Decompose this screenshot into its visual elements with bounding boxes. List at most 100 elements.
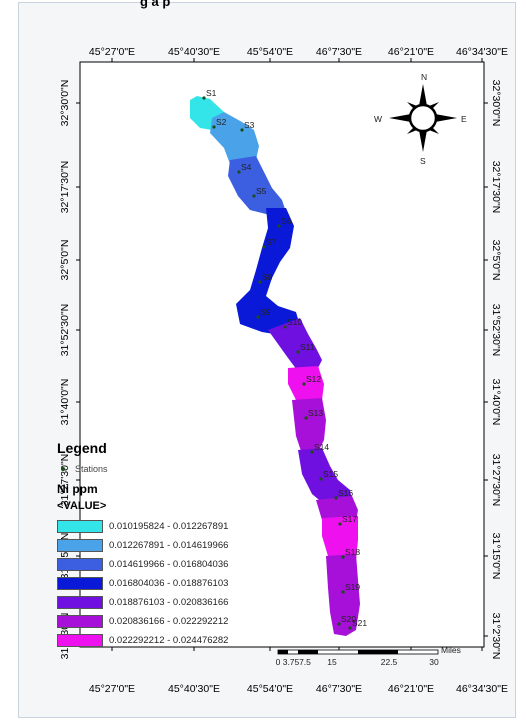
legend-class-label: 0.018876103 - 0.020836166 xyxy=(109,597,229,608)
compass-north-pointer-icon xyxy=(419,84,427,106)
river-class-5 xyxy=(268,318,322,374)
station-label: S21 xyxy=(352,618,367,628)
station-marker xyxy=(310,450,314,454)
legend-swatch xyxy=(57,596,103,609)
compass-s-label: S xyxy=(420,156,426,166)
legend-swatch xyxy=(57,520,103,533)
station-marker xyxy=(252,194,256,198)
legend-classes: 0.010195824 - 0.012267891 0.012267891 - 0… xyxy=(57,517,277,650)
compass-west-pointer-icon xyxy=(389,114,411,122)
legend-swatch xyxy=(57,558,103,571)
station-label: S10 xyxy=(287,317,302,327)
longitude-labels-bottom: 45°27'0"E 45°40'30"E 45°54'0"E 46°7'30"E 46°… xyxy=(89,647,508,695)
legend-value-title: <VALUE> xyxy=(57,500,107,512)
river-class-7b xyxy=(322,516,358,564)
longitude-label-top: 45°40'30"E xyxy=(168,46,220,58)
station-marker xyxy=(262,245,266,249)
latitude-label-right: 31°15'0"N xyxy=(490,533,502,580)
station-label: S20 xyxy=(341,614,356,624)
map-title: g a p xyxy=(140,0,171,9)
station-marker xyxy=(283,325,287,329)
latitude-label-left: 32°5'0"N xyxy=(59,240,71,281)
station-label: S5 xyxy=(256,186,267,196)
longitude-label-top: 45°54'0"E xyxy=(247,46,293,58)
station-label: S12 xyxy=(306,374,321,384)
station-label: S3 xyxy=(244,120,255,130)
latitude-label-right: 31°52'30"N xyxy=(490,304,502,357)
legend-class-label: 0.016804036 - 0.018876103 xyxy=(109,578,229,589)
river-class-6c xyxy=(326,554,360,636)
station-marker xyxy=(338,522,342,526)
station-marker xyxy=(334,496,338,500)
station-label: S1 xyxy=(206,88,217,98)
compass-ring-icon xyxy=(408,103,438,133)
legend-class-label: 0.012267891 - 0.014619966 xyxy=(109,540,229,551)
compass-east-pointer-icon xyxy=(435,114,457,122)
station-label: S17 xyxy=(342,514,357,524)
north-arrow: N E S W xyxy=(374,72,467,166)
longitude-label-bottom: 46°34'30"E xyxy=(456,683,508,695)
scale-tick-label: 15 xyxy=(327,657,337,667)
river-class-4 xyxy=(236,208,300,336)
river-class-5b xyxy=(298,448,352,506)
longitude-label-top: 46°7'30"E xyxy=(316,46,362,58)
latitude-label-right: 31°27'30"N xyxy=(490,454,502,507)
legend-class-row: 0.020836166 - 0.022292212 xyxy=(57,612,277,631)
scale-bar: Miles 0 3.75 7.5 15 22.5 30 xyxy=(276,645,461,667)
station-label: S18 xyxy=(345,547,360,557)
scale-tick-label: 7.5 xyxy=(299,657,311,667)
compass-e-label: E xyxy=(461,114,467,124)
latitude-label-left: 31°40'0"N xyxy=(59,379,71,426)
station-marker xyxy=(302,382,306,386)
station-marker xyxy=(319,477,323,481)
longitude-label-bottom: 45°54'0"E xyxy=(247,683,293,695)
station-marker xyxy=(348,626,352,630)
station-marker xyxy=(341,555,345,559)
legend-class-label: 0.022292212 - 0.024476282 xyxy=(109,635,229,646)
legend-stations-label: Stations xyxy=(75,464,108,474)
river-class-2 xyxy=(210,112,259,166)
station-dot-icon xyxy=(61,467,65,471)
scale-tick-label: 3.75 xyxy=(283,657,300,667)
legend-swatch xyxy=(57,634,103,647)
station-marker xyxy=(212,125,216,129)
legend-class-label: 0.014619966 - 0.016804036 xyxy=(109,559,229,570)
scale-unit: Miles xyxy=(441,645,461,655)
longitude-label-bottom: 46°21'0"E xyxy=(388,683,434,695)
station-label: S9 xyxy=(260,307,271,317)
legend: Legend Stations Ni ppm <VALUE> 0.0101958… xyxy=(57,440,277,650)
latitude-label-left: 32°30'0"N xyxy=(59,80,71,127)
station-label: S19 xyxy=(345,582,360,592)
compass-w-label: W xyxy=(374,114,382,124)
legend-class-label: 0.010195824 - 0.012267891 xyxy=(109,521,229,532)
station-marker xyxy=(202,96,206,100)
station-marker xyxy=(256,315,260,319)
longitude-label-top: 45°27'0"E xyxy=(89,46,135,58)
river-surface xyxy=(190,96,360,636)
station-label: S2 xyxy=(216,117,227,127)
longitude-label-bottom: 45°27'0"E xyxy=(89,683,135,695)
legend-swatch xyxy=(57,539,103,552)
station-label: S13 xyxy=(308,408,323,418)
station-label: S14 xyxy=(314,442,329,452)
latitude-label-left: 32°17'30"N xyxy=(59,161,71,214)
latitude-label-right: 32°5'0"N xyxy=(490,240,502,281)
latitude-label-right: 32°30'0"N xyxy=(490,80,502,127)
station-label: S11 xyxy=(300,342,315,352)
longitude-label-top: 46°21'0"E xyxy=(388,46,434,58)
station-marker xyxy=(237,170,241,174)
compass-n-label: N xyxy=(421,72,427,82)
legend-class-label: 0.020836166 - 0.022292212 xyxy=(109,616,229,627)
river-class-7a xyxy=(288,366,324,404)
compass-south-pointer-icon xyxy=(419,130,427,152)
scale-tick-label: 30 xyxy=(429,657,439,667)
latitude-label-right: 32°17'30"N xyxy=(490,161,502,214)
station-marker xyxy=(258,280,262,284)
legend-class-row: 0.018876103 - 0.020836166 xyxy=(57,593,277,612)
legend-swatch xyxy=(57,577,103,590)
station-label: S4 xyxy=(241,162,252,172)
latitude-labels-right: 32°30'0"N 32°17'30"N 32°5'0"N 31°52'30"N 31°… xyxy=(484,80,502,659)
station-marker xyxy=(341,590,345,594)
